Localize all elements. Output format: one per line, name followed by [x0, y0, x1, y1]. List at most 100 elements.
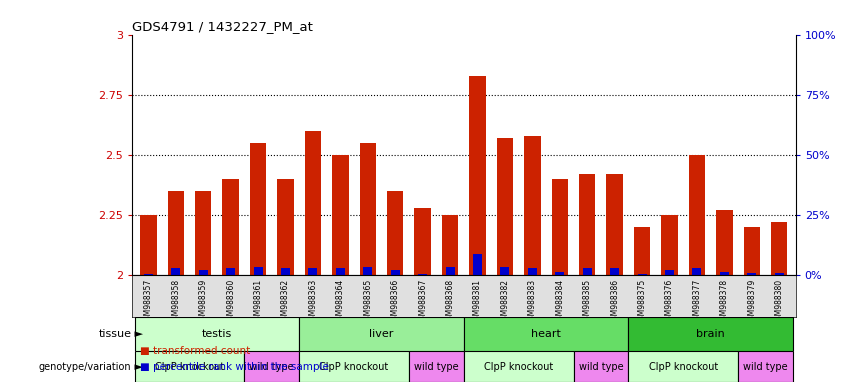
Text: GDS4791 / 1432227_PM_at: GDS4791 / 1432227_PM_at — [132, 20, 313, 33]
Bar — [747, 273, 757, 275]
Bar — [464, 351, 574, 382]
Text: ■ percentile rank within the sample: ■ percentile rank within the sample — [140, 362, 329, 372]
Bar — [332, 155, 349, 275]
Bar — [168, 191, 184, 275]
Text: GSM988384: GSM988384 — [556, 279, 564, 325]
Text: GSM988363: GSM988363 — [308, 279, 317, 325]
Bar — [198, 270, 208, 275]
Bar — [717, 210, 733, 275]
Bar — [574, 351, 628, 382]
Bar — [418, 274, 427, 275]
Bar — [464, 317, 628, 351]
Text: GSM988380: GSM988380 — [774, 279, 784, 325]
Bar — [469, 76, 486, 275]
Bar — [360, 143, 376, 275]
Text: wild type: wild type — [579, 362, 623, 372]
Bar — [771, 222, 787, 275]
Bar — [555, 272, 564, 275]
Text: wild type: wild type — [249, 362, 294, 372]
Bar — [661, 215, 677, 275]
Bar — [524, 136, 540, 275]
Bar — [305, 131, 321, 275]
Bar — [195, 191, 211, 275]
Bar — [610, 268, 620, 275]
Bar — [277, 179, 294, 275]
Text: wild type: wild type — [743, 362, 788, 372]
Bar — [171, 268, 180, 275]
Text: GSM988379: GSM988379 — [747, 279, 757, 325]
Bar — [693, 268, 701, 275]
Text: GSM988361: GSM988361 — [254, 279, 263, 325]
Text: GSM988381: GSM988381 — [473, 279, 482, 325]
Bar — [774, 273, 784, 275]
Text: GSM988386: GSM988386 — [610, 279, 620, 325]
Text: GSM988383: GSM988383 — [528, 279, 537, 325]
Bar — [140, 215, 157, 275]
Text: ►: ► — [131, 362, 143, 372]
Bar — [254, 267, 263, 275]
Bar — [363, 267, 373, 275]
Text: ClpP knockout: ClpP knockout — [648, 362, 718, 372]
Bar — [583, 268, 591, 275]
Text: GSM988376: GSM988376 — [665, 279, 674, 325]
Bar — [250, 143, 266, 275]
Bar — [409, 351, 464, 382]
Text: brain: brain — [696, 329, 725, 339]
Text: wild type: wild type — [414, 362, 459, 372]
Text: GSM988377: GSM988377 — [693, 279, 701, 325]
Bar — [300, 351, 409, 382]
Text: ■ transformed count: ■ transformed count — [140, 346, 251, 356]
Bar — [414, 208, 431, 275]
Text: GSM988366: GSM988366 — [391, 279, 400, 325]
Bar — [300, 317, 464, 351]
Bar — [391, 270, 400, 275]
Text: ►: ► — [131, 329, 143, 339]
Bar — [628, 351, 738, 382]
Bar — [688, 155, 705, 275]
Bar — [607, 174, 623, 275]
Text: GSM988364: GSM988364 — [336, 279, 345, 325]
Bar — [497, 138, 513, 275]
Text: GSM988368: GSM988368 — [446, 279, 454, 325]
Text: GSM988385: GSM988385 — [583, 279, 591, 325]
Bar — [308, 268, 317, 275]
Bar — [579, 174, 596, 275]
Bar — [134, 351, 244, 382]
Bar — [665, 270, 674, 275]
Bar — [738, 351, 793, 382]
Bar — [446, 267, 454, 275]
Bar — [744, 227, 760, 275]
Bar — [637, 274, 647, 275]
Bar — [442, 215, 459, 275]
Bar — [226, 268, 235, 275]
Text: ClpP knockout: ClpP knockout — [319, 362, 389, 372]
Text: GSM988367: GSM988367 — [418, 279, 427, 325]
Bar — [528, 268, 537, 275]
Bar — [144, 274, 153, 275]
Bar — [551, 179, 568, 275]
Text: heart: heart — [531, 329, 561, 339]
Bar — [500, 267, 510, 275]
Bar — [336, 268, 345, 275]
Bar — [387, 191, 403, 275]
Bar — [222, 179, 239, 275]
Text: GSM988358: GSM988358 — [171, 279, 180, 325]
Bar — [244, 351, 300, 382]
Text: GSM988359: GSM988359 — [199, 279, 208, 325]
Bar — [134, 317, 300, 351]
Text: GSM988375: GSM988375 — [637, 279, 647, 325]
Text: GSM988365: GSM988365 — [363, 279, 372, 325]
Text: genotype/variation: genotype/variation — [39, 362, 131, 372]
Bar — [628, 317, 793, 351]
Bar — [634, 227, 650, 275]
Text: GSM988357: GSM988357 — [144, 279, 153, 325]
Bar — [281, 268, 290, 275]
Bar — [720, 272, 729, 275]
Text: testis: testis — [202, 329, 232, 339]
Bar — [473, 254, 482, 275]
Text: GSM988362: GSM988362 — [281, 279, 290, 325]
Text: GSM988382: GSM988382 — [500, 279, 510, 325]
Text: GSM988360: GSM988360 — [226, 279, 235, 325]
Text: liver: liver — [369, 329, 394, 339]
Text: ClpP knockout: ClpP knockout — [155, 362, 224, 372]
